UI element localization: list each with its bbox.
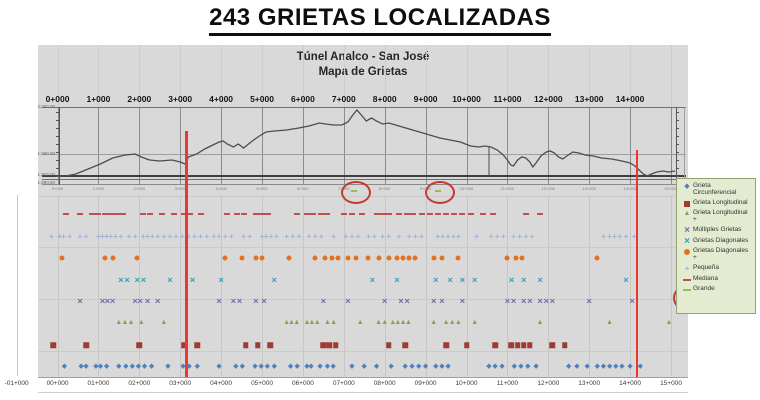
legend-item-grieta-longitudinal-plus: ▲ Grieta Longitudinal +	[682, 210, 752, 224]
square-icon	[684, 200, 690, 207]
chart-title-line1: Túnel Analco - San José	[296, 51, 430, 63]
legend-item-grietas-diagonales-plus: Grietas Diagonales +	[682, 247, 752, 262]
legend-marker-multiples-grietas: ×	[682, 225, 693, 237]
bottom-axis-label: 10+000	[455, 380, 478, 387]
panel-bottom-edge	[38, 392, 688, 393]
legend-marker-grieta-circunferencial: ◆	[682, 183, 693, 190]
bottom-axis-label: 04+000	[210, 380, 233, 387]
x-icon: ×	[684, 225, 690, 237]
legend-item-multiples-grietas: × Múltiples Grietas	[682, 225, 752, 237]
page-title: 243 GRIETAS LOCALIZADAS	[209, 4, 551, 36]
chart-title-line2: Mapa de Grietas	[318, 66, 408, 78]
legend-label: Mediana	[693, 274, 718, 282]
legend-item-pequena: + Pequeña	[682, 264, 752, 274]
bottom-axis-label: 07+000	[332, 380, 355, 387]
bottom-axis-label: 00+000	[46, 380, 69, 387]
bottom-axis-label: 05+000	[251, 380, 273, 387]
page-title-wrap: 243 GRIETAS LOCALIZADAS	[0, 4, 760, 36]
bottom-axis-label: 03+000	[169, 380, 192, 387]
legend-item-grande: Grande	[682, 284, 752, 293]
legend-label: Grieta Longitudinal	[693, 198, 748, 206]
legend-item-grieta-longitudinal: Grieta Longitudinal	[682, 198, 752, 207]
legend-label: Grietas Diagonales	[693, 236, 749, 244]
legend-label: Múltiples Grietas	[693, 226, 742, 234]
legend-marker-grietas-diagonales-plus	[682, 248, 693, 256]
circle-icon	[684, 249, 690, 256]
legend-item-grietas-diagonales: × Grietas Diagonales	[682, 235, 752, 247]
bottom-axis-label: 13+000	[578, 380, 601, 387]
bottom-axis-label: 02+000	[128, 380, 151, 387]
bottom-axis-label: 08+000	[373, 380, 396, 387]
legend-marker-grieta-longitudinal	[682, 200, 693, 207]
legend-item-mediana: Mediana	[682, 274, 752, 283]
legend-marker-mediana	[682, 276, 693, 283]
chart-panel	[38, 45, 688, 377]
triangle-icon: ▲	[683, 210, 691, 218]
legend-label: Pequeña	[693, 264, 720, 272]
legend-label: Grande	[693, 284, 715, 292]
bottom-axis-label: -01+000	[4, 380, 29, 387]
x-icon: ×	[684, 235, 690, 247]
legend-marker-pequena: +	[682, 264, 693, 274]
legend-label: Grieta Circunferencial	[693, 182, 737, 196]
legend-label: Grieta Longitudinal +	[693, 209, 748, 224]
plus-icon: +	[684, 264, 690, 274]
legend-marker-grietas-diagonales: ×	[682, 235, 693, 247]
legend-marker-grande	[682, 286, 693, 293]
bottom-axis-label: 12+000	[537, 380, 560, 387]
dash-icon	[683, 278, 691, 281]
legend-item-grieta-circunferencial: ◆ Grieta Circunferencial	[682, 182, 752, 197]
bottom-axis-label: 11+000	[496, 380, 519, 387]
legend-marker-grieta-longitudinal-plus: ▲	[682, 210, 693, 217]
bottom-axis-label: 09+000	[414, 380, 437, 387]
legend: ◆ Grieta Circunferencial Grieta Longitudin…	[676, 178, 756, 314]
bottom-axis-label: 06+000	[291, 380, 314, 387]
scatter-gridline	[16, 195, 18, 376]
bottom-axis-label: 14+000	[619, 380, 642, 387]
legend-label: Grietas Diagonales +	[693, 247, 749, 261]
dash-icon	[683, 288, 691, 291]
diamond-icon: ◆	[684, 183, 690, 190]
bottom-axis-label: 15+000	[660, 380, 682, 387]
bottom-axis-label: 01+000	[87, 380, 110, 387]
